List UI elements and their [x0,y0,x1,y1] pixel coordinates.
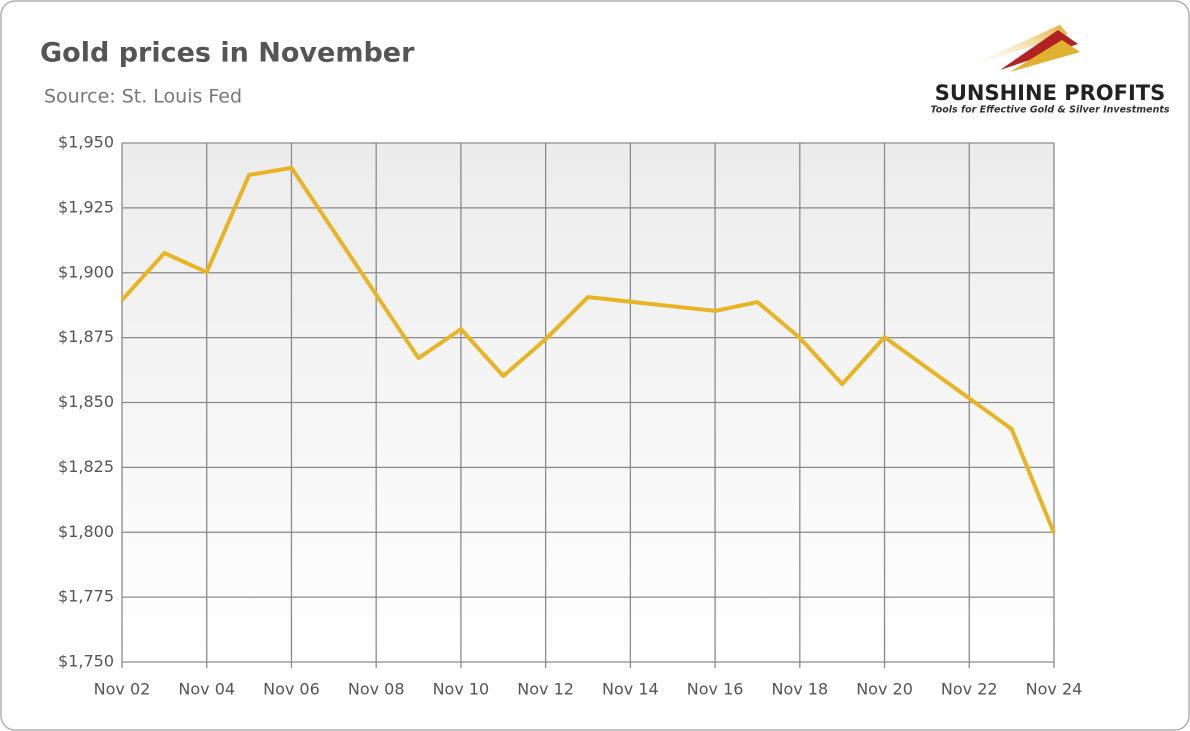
x-tick-label: Nov 12 [517,680,574,699]
x-tick-label: Nov 16 [687,680,744,699]
x-tick-label: Nov 20 [856,680,913,699]
y-tick-label: $1,800 [58,522,114,541]
x-tick-label: Nov 04 [178,680,235,699]
y-tick-label: $1,850 [58,392,114,411]
logo-tagline: Tools for Effective Gold & Silver Invest… [930,105,1169,116]
y-tick-label: $1,875 [58,327,114,346]
x-tick-label: Nov 08 [348,680,405,699]
x-tick-label: Nov 10 [433,680,490,699]
data-line [120,165,1056,534]
logo-ray [1000,30,1078,70]
x-tick-label: Nov 14 [602,680,659,699]
x-tick-label: Nov 06 [263,680,320,699]
chart-title: Gold prices in November [40,38,415,69]
logo-name: SUNSHINE PROFITS [935,81,1166,105]
logo-ray [955,25,1068,72]
y-tick-label: $1,925 [58,197,114,216]
y-tick-label: $1,900 [58,262,114,281]
x-tick-label: Nov 22 [941,680,998,699]
chart-subtitle: Source: St. Louis Fed [44,86,242,108]
logo-ray [1010,40,1080,72]
y-tick-label: $1,950 [58,133,114,152]
y-tick-label: $1,825 [58,457,114,476]
logo: SUNSHINE PROFITS Tools for Effective Gol… [930,25,1170,116]
y-tick-label: $1,775 [58,587,114,606]
x-tick-label: Nov 18 [771,680,828,699]
x-tick-label: Nov 02 [94,680,151,699]
x-tick-label: Nov 24 [1026,680,1083,699]
y-tick-label: $1,750 [58,652,114,671]
